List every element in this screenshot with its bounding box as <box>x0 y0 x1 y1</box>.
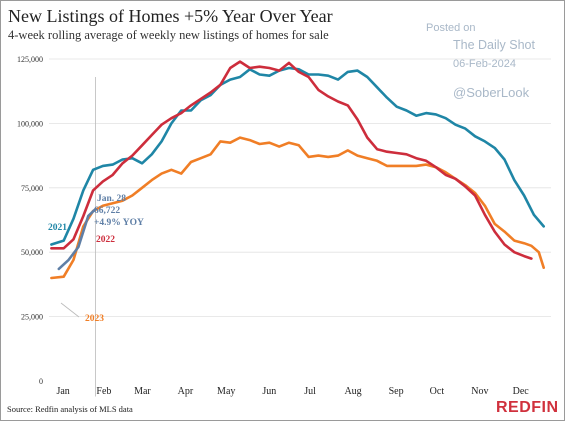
chart-title: New Listings of Homes +5% Year Over Year <box>8 6 333 26</box>
series-line-2022 <box>50 60 533 260</box>
y-tick-label: 75,000 <box>21 184 43 193</box>
x-tick-label: Oct <box>430 386 445 397</box>
x-tick-label: Jun <box>262 386 276 397</box>
y-tick-label: 100,000 <box>17 119 43 128</box>
chart-subtitle: 4-week rolling average of weekly new lis… <box>8 28 329 42</box>
series-line-2021 <box>50 66 545 246</box>
source-note: Source: Redfin analysis of MLS data <box>7 404 133 414</box>
annotations: 2021 2022 2023 Jan. 28 66,722 +4.9% YOY <box>48 194 144 324</box>
series-label-2023-leader <box>60 302 80 318</box>
x-tick-label: Sep <box>389 386 404 397</box>
callout-change: +4.9% YOY <box>94 218 144 228</box>
y-tick-label: 50,000 <box>21 248 43 257</box>
series-label-2023: 2023 <box>85 314 104 324</box>
x-tick-label: Aug <box>344 386 361 397</box>
x-tick-label: Nov <box>471 386 488 397</box>
watermark-date: 06-Feb-2024 <box>453 58 516 70</box>
watermark-posted: Posted on <box>426 22 476 34</box>
x-axis-ticks: Jan Feb Mar Apr May Jun Jul Aug Sep Oct Nov Dec <box>56 386 529 397</box>
x-tick-label: Dec <box>513 386 530 397</box>
series-lines <box>50 60 545 280</box>
callout-date: Jan. 28 <box>97 194 126 204</box>
callout-value: 66,722 <box>94 206 120 216</box>
x-tick-label: Apr <box>178 386 194 397</box>
x-tick-label: Feb <box>96 386 111 397</box>
series-line-2023 <box>50 136 545 280</box>
x-tick-label: Jul <box>304 386 316 397</box>
x-tick-label: Jan <box>56 386 69 397</box>
y-tick-label: 25,000 <box>21 313 43 322</box>
y-tick-label: 125,000 <box>17 55 43 64</box>
watermark-outlet: The Daily Shot <box>453 38 535 52</box>
series-label-2021: 2021 <box>48 223 67 233</box>
watermark-handle: @SoberLook <box>453 85 530 100</box>
y-axis-ticks: 0 25,000 50,000 75,000 100,000 125,000 <box>17 55 43 386</box>
x-tick-label: Mar <box>134 386 151 397</box>
redfin-logo: REDFIN <box>496 399 559 416</box>
series-line-2024 <box>57 207 97 271</box>
series-label-2022: 2022 <box>96 235 115 245</box>
x-tick-label: May <box>217 386 235 397</box>
y-tick-label: 0 <box>39 377 43 386</box>
